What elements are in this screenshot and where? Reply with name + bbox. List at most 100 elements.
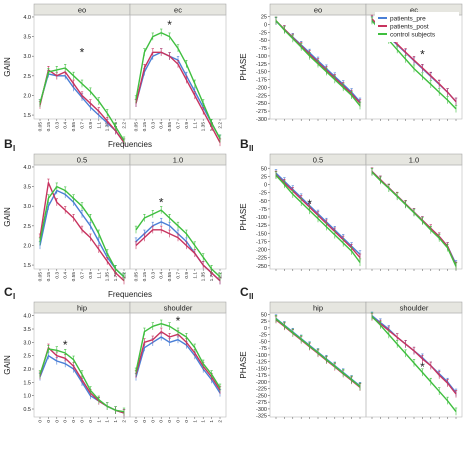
x-tick-label: 0 [38,420,44,423]
y-tick-label: 3.0 [23,204,31,210]
x-tick-label: 0 [159,420,165,423]
x-tick-label: 0 [134,420,140,423]
x-tick-label: 0.4 [63,272,69,279]
x-tick-label: 2 [218,420,224,423]
x-tick-label: 1.1 [192,122,198,129]
y-tick-label: -175 [256,239,267,245]
y-tick-label: -25 [259,191,267,197]
x-tick-label: 0 [88,420,94,423]
x-tick-label: 0 [184,420,190,423]
x-tick-label: 1 [201,420,207,423]
y-tick-label: -150 [256,231,267,237]
x-tick-label: 0.55 [167,272,173,282]
y-tick-label: 2.5 [23,354,31,360]
y-tick-label: -25 [259,333,267,339]
x-tick-label: 0 [46,420,52,423]
x-tick-label: 0 [54,420,60,423]
significance-star: * [420,360,425,374]
significance-star: * [167,18,172,32]
y-tick-label: 0 [264,183,267,189]
x-tick-label: 0.15 [142,272,148,282]
x-tick-label: 0.4 [159,122,165,129]
series-line-patients_post [371,170,457,267]
x-tick-label: 0 [150,420,156,423]
y-tick-label: -275 [256,400,267,406]
y-tick-label: 4.0 [23,15,31,21]
y-tick-label: 2.0 [23,93,31,99]
y-tick-label: -200 [256,248,267,254]
y-tick-label: 3.0 [23,54,31,60]
y-tick-label: -25 [259,30,267,36]
x-tick-label: 0.05 [38,122,44,132]
y-tick-label: 3.5 [23,35,31,41]
x-tick-label: 2 [122,420,128,423]
x-tick-label: 0.9 [88,272,94,279]
x-tick-label: 0.7 [176,272,182,279]
y-tick-label: 1.0 [23,394,31,400]
facet-title: ec [410,6,418,15]
x-tick-label: 0.05 [134,272,140,282]
series-line-patients_pre [135,336,221,394]
facet-title: 0.5 [77,156,87,165]
y-tick-label: 1.5 [23,113,31,119]
y-tick-label: -225 [256,93,267,99]
facet-title: ec [174,6,182,15]
y-tick-label: 2.0 [23,243,31,249]
y-tick-label: 50 [261,312,267,318]
facet-title: 1.0 [409,156,419,165]
y-tick-label: -250 [256,393,267,399]
x-tick-label: 0.7 [80,122,86,129]
x-tick-label: 1.35 [105,272,111,282]
y-tick-label: 25 [261,15,267,21]
series-line-control [39,67,125,141]
x-tick-label: 0.3 [150,272,156,279]
x-tick-label: 0.4 [63,122,69,129]
y-axis-label: PHASE [239,53,248,80]
x-tick-label: 1.1 [96,122,102,129]
y-axis-label: PHASE [239,351,248,378]
significance-star: * [307,197,312,211]
y-tick-label: -50 [259,38,267,44]
x-axis-label: Frequencies [108,140,152,149]
x-tick-label: 0.3 [54,122,60,129]
y-tick-label: -175 [256,373,267,379]
x-tick-label: 0 [80,420,86,423]
panel-label: C [4,285,13,299]
y-tick-label: -225 [256,387,267,393]
legend-label: control subjects [390,32,436,39]
facet-title: hip [77,304,87,313]
significance-star: * [176,314,181,328]
legend-box [375,12,459,42]
y-tick-label: 1.5 [23,380,31,386]
x-tick-label: 0.7 [176,122,182,129]
y-tick-label: -125 [256,223,267,229]
x-tick-label: 1 [105,420,111,423]
significance-star: * [63,338,68,352]
x-tick-label: 0.9 [184,272,190,279]
y-tick-label: -250 [256,101,267,107]
y-tick-label: -100 [256,353,267,359]
series-line-control [135,209,221,278]
x-tick-label: 1.75 [209,272,215,282]
y-tick-label: 3.5 [23,185,31,191]
y-tick-label: -75 [259,346,267,352]
panel-label-sub: II [249,292,253,301]
x-tick-label: 0.9 [184,122,190,129]
x-tick-label: 1 [96,420,102,423]
x-tick-label: 1 [192,420,198,423]
x-tick-label: 0 [167,420,173,423]
y-tick-label: 3.5 [23,327,31,333]
y-tick-label: -225 [256,256,267,262]
series-line-patients_post [371,316,457,395]
y-tick-label: 0 [264,22,267,28]
x-tick-label: 1.1 [96,272,102,279]
x-tick-label: 0.4 [159,272,165,279]
legend-label: patients_pre [390,16,426,23]
y-axis-label: GAIN [3,57,12,77]
x-tick-label: 0 [142,420,148,423]
y-axis-label: GAIN [3,355,12,375]
y-axis-label: PHASE [239,203,248,230]
x-tick-label: 2.2 [122,272,128,279]
y-tick-label: 0 [264,326,267,332]
y-tick-label: 2.5 [23,224,31,230]
